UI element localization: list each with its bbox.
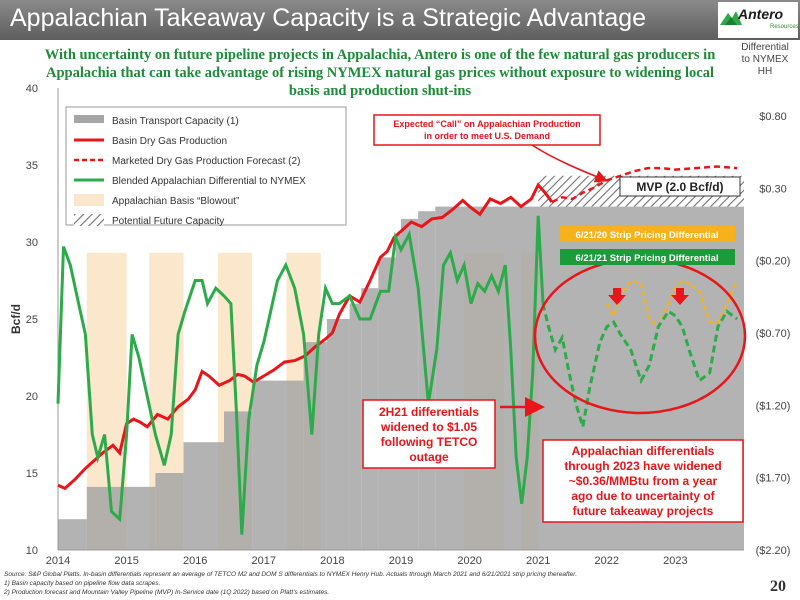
right-tick-label: ($1.20) [756, 400, 791, 412]
y-tick-label: 40 [26, 83, 38, 95]
strip-621-label: 6/21/21 Strip Pricing Differential [575, 253, 718, 264]
x-tick-label: 2017 [252, 555, 276, 567]
footnote-source: Source: S&P Global Platts. In-basin diff… [4, 571, 578, 578]
capacity-bar [252, 380, 304, 550]
annotation-2h21: widened to $1.05 [380, 420, 477, 434]
y-tick-label: 25 [26, 314, 38, 326]
y-tick-label: 30 [26, 237, 38, 249]
x-tick-label: 2022 [595, 555, 619, 567]
annotation-box [619, 176, 741, 197]
annotation-mvp: MVP (2.0 Bcf/d) [636, 180, 723, 194]
annotation-appalachian-diff: ~$0.36/MMBtu from a year [569, 474, 718, 488]
x-tick-label: 2018 [320, 555, 344, 567]
series-marketed-forecast [551, 165, 738, 204]
y-tick-label: 15 [26, 468, 38, 480]
capacity-bar [183, 442, 225, 550]
legend-label: Blended Appalachian Differential to NYME… [112, 176, 306, 187]
footnote-1: 1) Basin capacity based on pipeline flow… [4, 580, 161, 587]
right-tick-label: $0.30 [759, 183, 787, 195]
right-tick-label: $0.80 [759, 111, 787, 123]
y-tick-label: 20 [26, 391, 38, 403]
capacity-bar [58, 519, 87, 550]
strip-621-label-box [560, 249, 735, 265]
right-axis-header-line: HH [757, 66, 773, 77]
annotation-appalachian-diff: future takeaway projects [573, 504, 714, 518]
annotation-expected-call: Expected “Call” on Appalachian Productio… [393, 119, 580, 129]
right-axis-header-line: to NYMEX [741, 54, 789, 65]
legend-label: Appalachian Basis “Blowout” [112, 196, 239, 207]
annotation-2h21: 2H21 differentials [379, 405, 479, 419]
logo-text: Antero [738, 6, 784, 22]
capacity-bar [155, 473, 184, 550]
logo-subtext: Resources [770, 24, 799, 30]
annotation-box [542, 439, 744, 523]
annotation-appalachian-diff: through 2023 have widened [564, 459, 721, 473]
x-tick-label: 2016 [183, 555, 207, 567]
annotation-appalachian-diff: ago due to uncertainty of [571, 489, 715, 503]
annotation-expected-call: in order to meet U.S. Demand [424, 131, 550, 141]
annotation-box [362, 399, 496, 469]
x-tick-label: 2021 [526, 555, 550, 567]
legend-label: Potential Future Capacity [112, 216, 224, 227]
strip-620-label: 6/21/20 Strip Pricing Differential [575, 230, 718, 241]
antero-logo: Antero Resources [718, 2, 799, 38]
annotation-2h21: following TETCO [381, 435, 478, 449]
mountain-icon [720, 11, 742, 25]
legend-label: Basin Transport Capacity (1) [112, 116, 239, 127]
annotation-appalachian-diff: Appalachian differentials [572, 444, 715, 458]
legend-swatch-future [74, 214, 104, 226]
y-axis-title: Bcf/d [9, 304, 23, 334]
capacity-bar [395, 234, 401, 551]
series-blended-differential [56, 215, 545, 535]
strip-620-label-box [560, 226, 735, 242]
x-tick-label: 2020 [457, 555, 481, 567]
legend-swatch-blowout [74, 194, 104, 206]
right-tick-label: ($1.70) [756, 473, 791, 485]
legend-box [65, 106, 347, 226]
y-tick-label: 10 [26, 545, 38, 557]
annotation-box [373, 114, 601, 146]
legend-swatch-capacity [74, 115, 104, 123]
arrow-expected-call [531, 144, 608, 183]
right-tick-label: ($0.20) [756, 256, 791, 268]
down-arrow-icon [671, 288, 689, 305]
capacity-bar [326, 319, 350, 550]
y-tick-label: 35 [26, 160, 38, 172]
right-axis-header-line: Differential [741, 42, 789, 53]
annotation-2h21: outage [409, 450, 449, 464]
x-tick-label: 2014 [46, 555, 70, 567]
legend-label: Basin Dry Gas Production [112, 136, 227, 147]
legend-label: Marketed Dry Gas Production Forecast (2) [112, 156, 300, 167]
right-axis-header: Differential to NYMEX HH [732, 42, 798, 78]
x-tick-label: 2019 [389, 555, 413, 567]
series-basin-dry-gas-production [57, 182, 554, 491]
x-tick-label: 2023 [663, 555, 687, 567]
series-strip-6-21-21 [541, 303, 739, 428]
x-tick-label: 2015 [114, 555, 138, 567]
slide-title: Appalachian Takeaway Capacity is a Strat… [10, 4, 647, 32]
page-number: 20 [770, 578, 786, 595]
footnote-2: 2) Production forecast and Mountain Vall… [4, 589, 330, 596]
down-arrow-icon [608, 288, 626, 305]
right-tick-label: ($0.70) [756, 328, 791, 340]
right-tick-label: ($2.20) [756, 545, 791, 557]
title-bar: Appalachian Takeaway Capacity is a Strat… [0, 0, 800, 40]
slide-subtitle: With uncertainty on future pipeline proj… [44, 47, 716, 99]
capacity-bar [349, 303, 362, 550]
